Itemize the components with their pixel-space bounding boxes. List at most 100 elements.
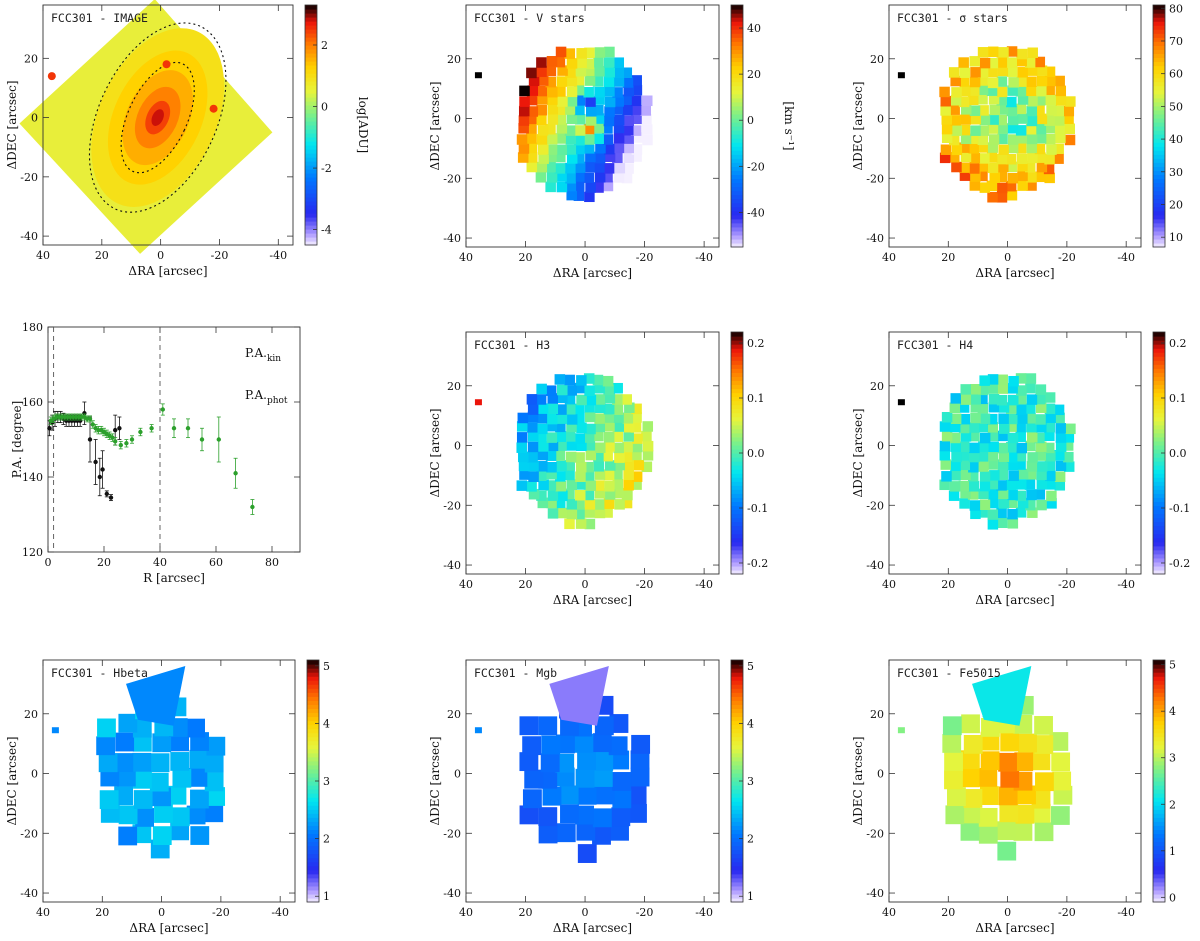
- data-point: [250, 504, 255, 510]
- map-cell: [555, 151, 566, 163]
- map-cell: [592, 374, 604, 386]
- colorbar-tick-label: 4: [323, 717, 330, 730]
- colorbar-segment: [1153, 440, 1165, 446]
- map-cell: [565, 67, 576, 78]
- colorbar-segment: [731, 206, 743, 212]
- colorbar-segment: [731, 768, 743, 774]
- map-cell: [1006, 161, 1017, 173]
- map-cell: [1027, 47, 1038, 58]
- colorbar-segment: [731, 521, 743, 527]
- map-cell: [602, 507, 613, 518]
- map-cell: [986, 413, 998, 425]
- colorbar-frame: [1152, 4, 1166, 248]
- map-cell: [996, 57, 1008, 68]
- colorbar-segment: [307, 793, 319, 798]
- colorbar-segment: [305, 129, 317, 134]
- colorbar-segment: [1153, 428, 1165, 434]
- colorbar-segment: [1153, 81, 1165, 87]
- map-cell: [1044, 392, 1056, 403]
- map-cell: [97, 718, 116, 738]
- colorbar-segment: [1153, 29, 1165, 34]
- map-cell: [610, 821, 629, 841]
- map-cell: [546, 151, 557, 163]
- map-cell: [538, 807, 558, 827]
- map-cell: [584, 507, 595, 518]
- map-cell: [574, 134, 585, 146]
- map-cell: [536, 431, 547, 442]
- map-cell: [1025, 469, 1037, 480]
- colorbar-label: [km s⁻¹]: [782, 101, 796, 150]
- colorbar-segment: [731, 166, 743, 171]
- map-cell: [150, 753, 170, 773]
- colorbar-segment: [307, 805, 319, 810]
- map-cell: [612, 104, 624, 115]
- colorbar-segment: [731, 214, 743, 220]
- colorbar-segment: [1153, 893, 1165, 899]
- colorbar-segment: [1153, 109, 1165, 115]
- map-cell: [941, 132, 953, 144]
- colorbar-tick-label: 0.0: [747, 447, 765, 460]
- colorbar-segment: [1153, 376, 1165, 381]
- map-cell: [575, 479, 586, 490]
- map-cell: [574, 733, 594, 753]
- colorbar-tick-label: -0.2: [747, 557, 768, 570]
- map-cell: [963, 735, 983, 754]
- map-cell: [546, 56, 558, 67]
- map-cell: [967, 489, 979, 500]
- colorbar-segment: [731, 33, 743, 38]
- map-cell: [979, 786, 999, 805]
- colorbar-segment: [307, 825, 319, 830]
- map-cell: [998, 752, 1017, 772]
- y-tick-label: 20: [870, 708, 884, 721]
- map-cell: [537, 449, 549, 461]
- map-cell: [621, 172, 633, 184]
- colorbar-segment: [1153, 45, 1165, 50]
- colorbar-segment: [1153, 825, 1165, 830]
- map-cell: [987, 430, 999, 442]
- map-cell: [613, 421, 625, 432]
- colorbar-tick-label: 1: [1169, 845, 1176, 858]
- map-cell: [574, 499, 585, 510]
- map-cell: [988, 114, 999, 125]
- colorbar-segment: [305, 13, 317, 18]
- map-cell: [1053, 785, 1073, 805]
- colorbar-segment: [307, 752, 319, 758]
- colorbar-segment: [307, 744, 319, 750]
- colorbar-tick-label: 4: [1169, 705, 1176, 718]
- data-point: [90, 422, 96, 427]
- colorbar-segment: [731, 704, 743, 709]
- colorbar-segment: [307, 817, 319, 822]
- y-tick-label: 20: [447, 708, 461, 721]
- map-cell: [1025, 440, 1036, 452]
- map-cell: [631, 449, 642, 461]
- colorbar-segment: [731, 142, 743, 147]
- colorbar-segment: [731, 825, 743, 830]
- map-cell: [632, 132, 644, 143]
- map-cell: [602, 171, 613, 183]
- colorbar-segment: [1153, 529, 1165, 535]
- map-cell: [1015, 404, 1027, 415]
- colorbar-segment: [731, 873, 743, 879]
- map-cell: [613, 142, 625, 154]
- map-cell: [988, 393, 1000, 405]
- map-cell: [577, 844, 597, 863]
- colorbar-segment: [731, 105, 743, 111]
- map-cell: [623, 152, 635, 164]
- map-cell: [981, 718, 1000, 737]
- map-cell: [594, 394, 605, 405]
- map-cell: [546, 461, 557, 473]
- colorbar-segment: [307, 756, 319, 762]
- colorbar-segment: [731, 17, 743, 22]
- colorbar-frame: [730, 4, 744, 248]
- map-cell: [593, 57, 604, 68]
- map-cell: [987, 459, 998, 470]
- map-cell: [575, 65, 587, 77]
- map-cell: [630, 125, 642, 136]
- colorbar-segment: [731, 453, 743, 458]
- map-cell: [535, 172, 547, 183]
- map-cell: [519, 96, 530, 107]
- map-cell: [576, 375, 587, 386]
- map-cell: [594, 716, 614, 736]
